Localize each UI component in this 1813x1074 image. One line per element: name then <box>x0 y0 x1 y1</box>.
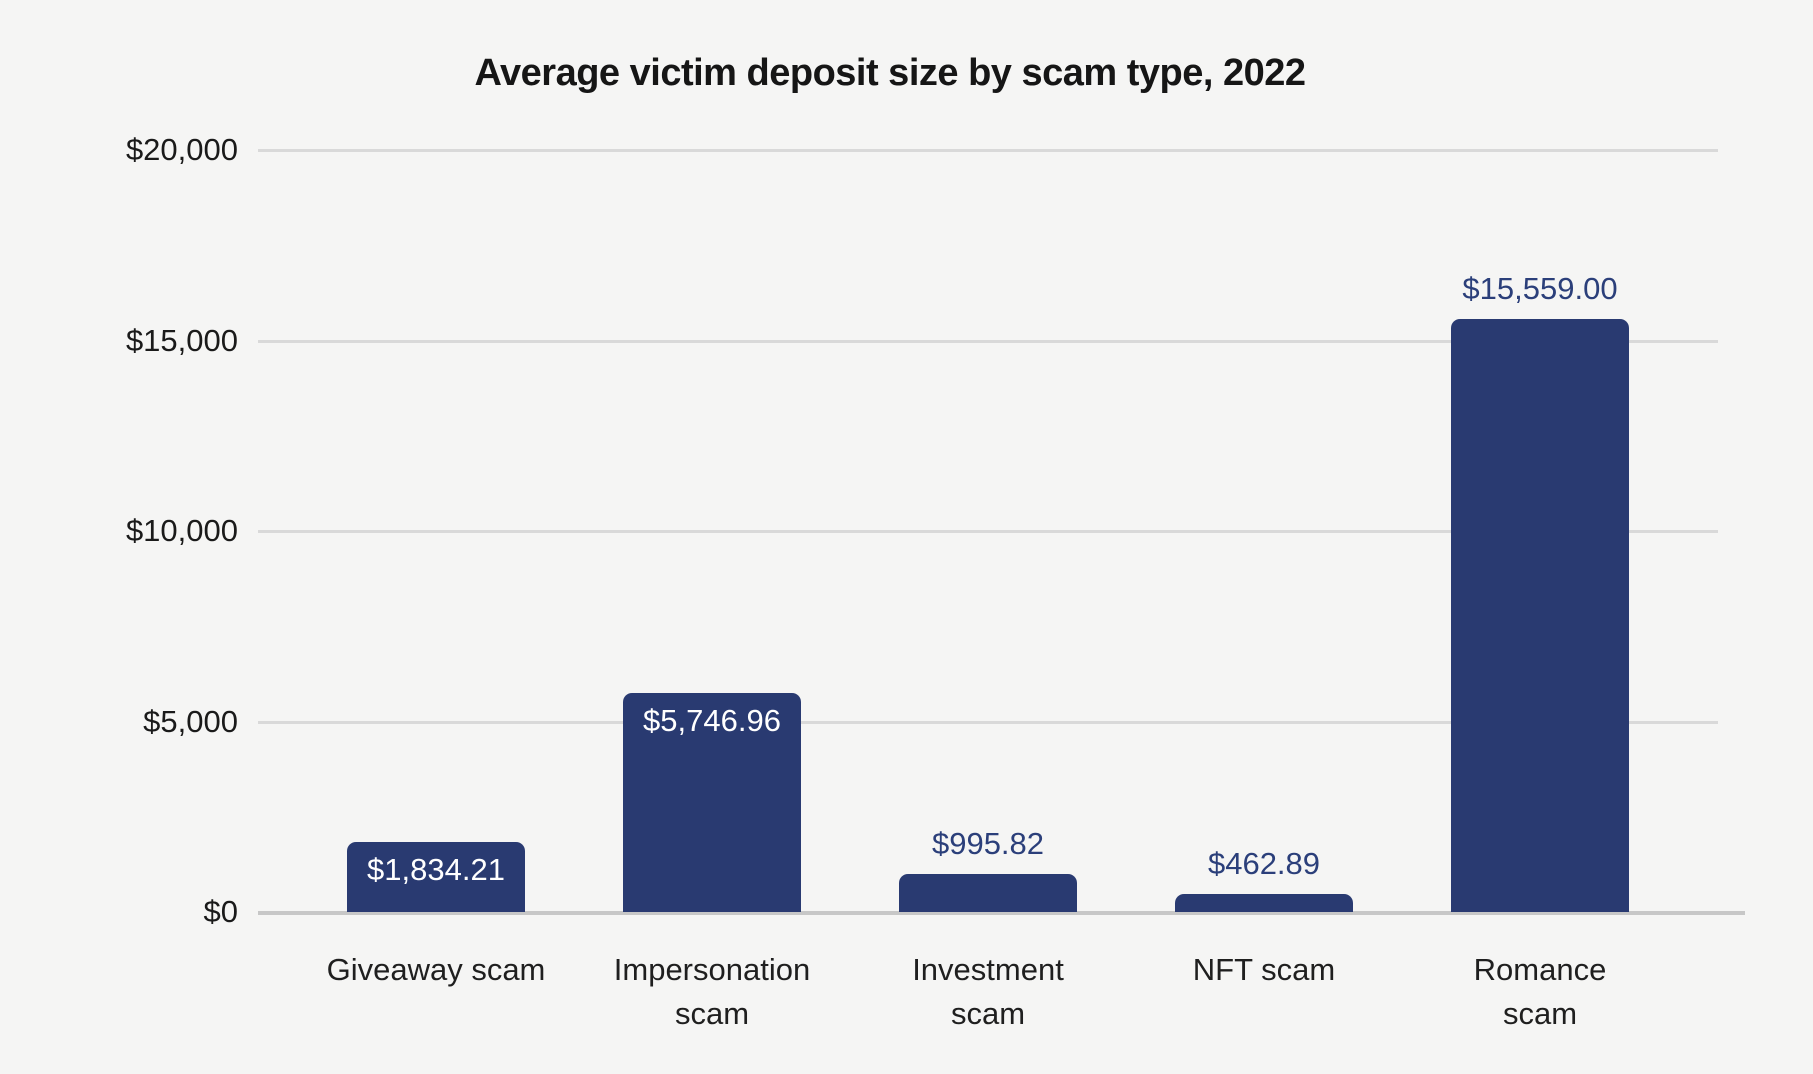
x-label-giveaway-scam: Giveaway scam <box>298 948 574 1036</box>
x-label-impersonation-scam: Impersonation scam <box>574 948 850 1036</box>
gridline-10000 <box>258 530 1718 533</box>
bars-row: $1,834.21 $5,746.96 $995.82 $462.89 $15,559.… <box>258 150 1718 912</box>
x-label-romance-scam: Romance scam <box>1402 948 1678 1036</box>
y-tick-label-10000: $10,000 <box>125 513 238 548</box>
plot-area: $1,834.21 $5,746.96 $995.82 $462.89 $15,559.… <box>258 149 1745 915</box>
bar-slot: $995.82 <box>850 150 1126 912</box>
x-label-line: scam <box>1502 996 1578 1031</box>
gridline-20000 <box>258 149 1718 152</box>
chart-title: Average victim deposit size by scam type… <box>474 52 1307 94</box>
x-label-line: scam <box>950 996 1026 1031</box>
x-label-line: NFT scam <box>1192 952 1336 987</box>
x-label-line: Investment <box>912 952 1064 987</box>
x-label-line: Impersonation <box>613 952 811 987</box>
bar-value-label: $1,834.21 <box>367 852 505 887</box>
x-label-line: Romance <box>1473 952 1607 987</box>
bar-value-label: $462.89 <box>1207 846 1321 881</box>
x-label-investment-scam: Investment scam <box>850 948 1126 1036</box>
x-label-line: scam <box>674 996 750 1031</box>
y-tick-label-0: $0 <box>203 894 238 929</box>
gridline-15000 <box>258 339 1718 343</box>
bar-nft-scam: $462.89 <box>1175 846 1353 912</box>
gridline-0 <box>258 911 1745 915</box>
bar-slot: $1,834.21 <box>298 150 574 912</box>
x-axis-category-labels: Giveaway scam Impersonation scam Investment… <box>258 948 1718 1036</box>
y-tick-label-5000: $5,000 <box>143 703 238 739</box>
gridline-5000 <box>258 720 1718 724</box>
bar-value-label: $995.82 <box>931 826 1045 861</box>
y-tick-label-15000: $15,000 <box>125 322 238 358</box>
bar-slot: $5,746.96 <box>574 150 850 912</box>
x-label-nft-scam: NFT scam <box>1126 948 1402 1036</box>
bar-impersonation-scam: $5,746.96 <box>623 693 801 912</box>
bar-investment-scam: $995.82 <box>899 826 1077 912</box>
bar-giveaway-scam: $1,834.21 <box>347 842 525 912</box>
bar-value-label: $15,559.00 <box>1462 271 1618 306</box>
x-label-line: Giveaway scam <box>326 952 546 987</box>
bar-slot: $15,559.00 <box>1402 150 1678 912</box>
bar-value-label: $5,746.96 <box>643 703 781 738</box>
y-tick-label-20000: $20,000 <box>125 132 238 167</box>
bar-romance-scam: $15,559.00 <box>1451 271 1629 912</box>
bar-slot: $462.89 <box>1126 150 1402 912</box>
